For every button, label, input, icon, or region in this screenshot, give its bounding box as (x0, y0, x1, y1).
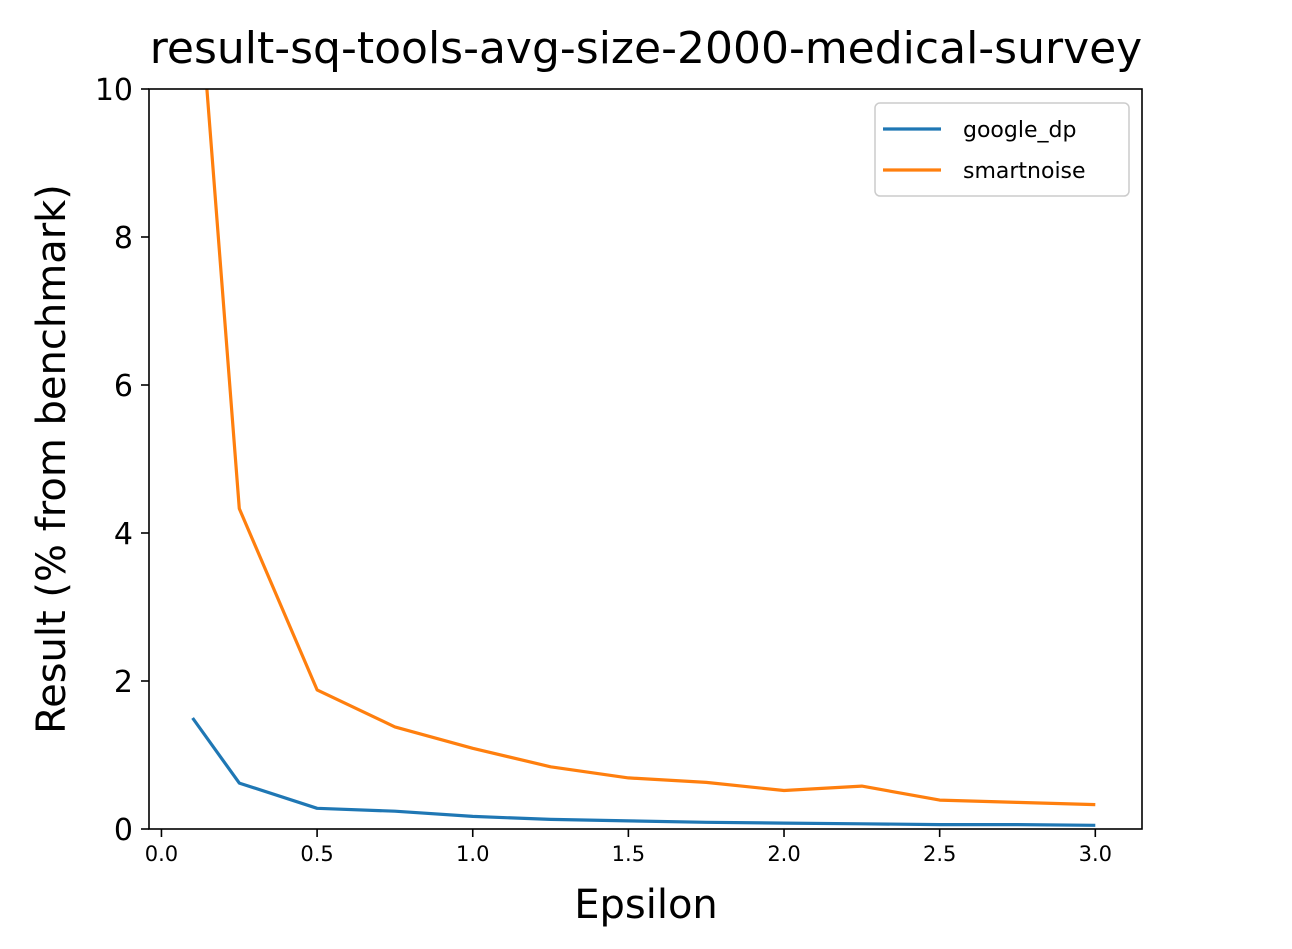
x-axis: 0.0 0.5 1.0 1.5 2.0 2.5 3.0 (145, 829, 1112, 866)
x-axis-label: Epsilon (574, 882, 718, 928)
y-tick-label: 0 (114, 813, 133, 848)
legend-label-smartnoise: smartnoise (963, 159, 1086, 184)
y-axis: 0 2 4 6 8 10 (95, 73, 149, 848)
series-line-google_dp (191, 717, 1096, 827)
legend-frame (874, 102, 1130, 197)
x-tick-label: 2.0 (767, 842, 800, 866)
y-tick-label: 8 (114, 221, 133, 256)
chart-title: result-sq-tools-avg-size-2000-medical-su… (150, 23, 1142, 74)
y-tick-label: 6 (114, 369, 133, 404)
y-tick-label: 4 (114, 517, 133, 552)
y-tick-label: 10 (95, 73, 133, 108)
x-tick-label: 1.5 (612, 842, 645, 866)
x-tick-label: 2.5 (923, 842, 956, 866)
y-axis-label: Result (% from benchmark) (29, 184, 75, 734)
series-layer (191, 89, 1096, 827)
x-tick-label: 0.5 (300, 842, 333, 866)
plot-frame (148, 88, 1143, 830)
x-tick-label: 1.0 (456, 842, 489, 866)
legend-label-google_dp: google_dp (963, 118, 1076, 143)
series-line-smartnoise (205, 89, 1096, 807)
y-tick-label: 2 (114, 665, 133, 700)
x-tick-label: 0.0 (145, 842, 178, 866)
legend: google_dp smartnoise (874, 102, 1130, 197)
x-tick-label: 3.0 (1079, 842, 1112, 866)
